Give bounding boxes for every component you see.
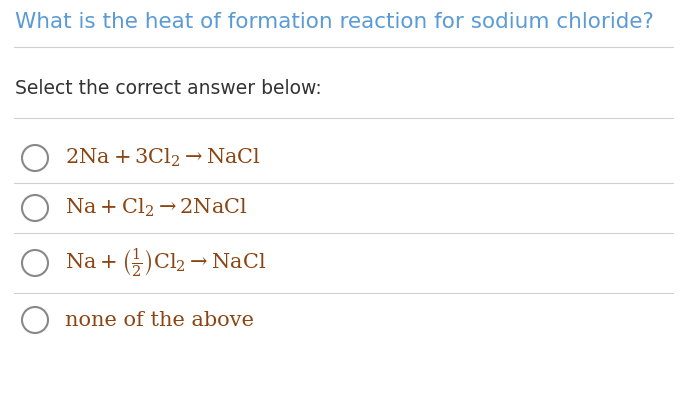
Text: Select the correct answer below:: Select the correct answer below: [15,78,322,97]
Text: $\mathregular{Na + \left(\frac{1}{2}\right)Cl_2 \rightarrow NaCl}$: $\mathregular{Na + \left(\frac{1}{2}\rig… [65,247,267,279]
Text: $\mathregular{Na + Cl_2 \rightarrow 2NaCl}$: $\mathregular{Na + Cl_2 \rightarrow 2NaC… [65,197,248,219]
Text: none of the above: none of the above [65,310,254,329]
Text: What is the heat of formation reaction for sodium chloride?: What is the heat of formation reaction f… [15,12,654,32]
Text: $\mathregular{2Na + 3Cl_2 \rightarrow NaCl}$: $\mathregular{2Na + 3Cl_2 \rightarrow Na… [65,147,261,169]
